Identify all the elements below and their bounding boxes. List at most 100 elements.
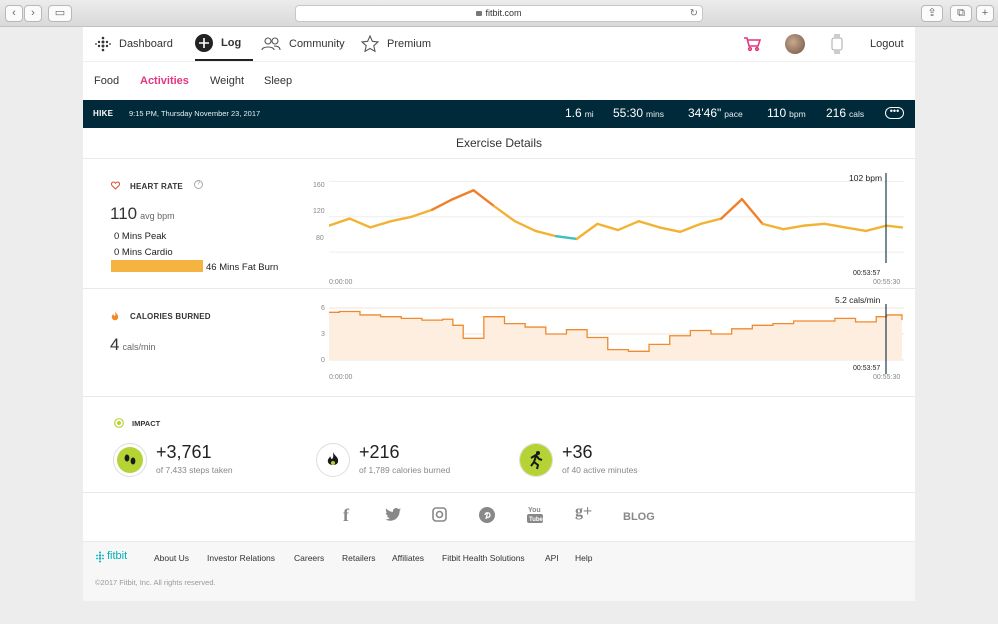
- footer-investor-relations[interactable]: Investor Relations: [207, 553, 276, 563]
- hr-line-segment: [329, 217, 351, 227]
- stat-pace: 34'46" pace: [688, 106, 743, 120]
- calories-label: CALORIES BURNED: [130, 312, 211, 321]
- nav-premium-label: Premium: [387, 38, 432, 50]
- exercise-date: 9:15 PM, Thursday November 23, 2017: [129, 109, 261, 118]
- hr-line-segment: [740, 197, 764, 226]
- fitbit-logo-text[interactable]: fitbit: [107, 550, 128, 562]
- active-minutes-value: +36: [562, 442, 593, 462]
- tab-food[interactable]: Food: [94, 75, 120, 87]
- hr-cursor-time: 00:53:57: [853, 270, 881, 277]
- nav-community[interactable]: Community: [261, 27, 345, 61]
- forward-button[interactable]: ›: [24, 5, 42, 22]
- back-button[interactable]: ‹: [5, 5, 23, 22]
- distance-value: 1.6: [565, 106, 582, 120]
- nav-premium[interactable]: Premium: [361, 27, 431, 61]
- avg-bpm-value: 110: [110, 204, 138, 223]
- calories-chart[interactable]: [329, 304, 904, 396]
- hr-value: 110: [767, 106, 787, 120]
- nav-community-label: Community: [289, 38, 345, 50]
- calories-value: +216: [359, 442, 400, 462]
- steps-icon: [113, 443, 147, 477]
- fat-burn-bar: [111, 260, 203, 272]
- reload-icon[interactable]: ↻: [689, 8, 698, 19]
- avatar[interactable]: [785, 27, 805, 61]
- heart-rate-label: HEART RATE: [130, 182, 183, 191]
- hr-line-segment: [348, 217, 372, 229]
- heart-rate-panel: HEART RATE ? 110 avg bpm 0 Mins Peak 0 Mi…: [83, 159, 915, 289]
- footer-affiliates[interactable]: Affiliates: [392, 553, 424, 563]
- social-links: f You Tube g+ BLOG: [83, 492, 915, 541]
- hr-line-segment: [596, 222, 620, 232]
- svg-text:You: You: [528, 507, 541, 514]
- footer: fitbit About Us Investor Relations Caree…: [83, 541, 915, 601]
- hr-line-segment: [369, 220, 393, 229]
- stat-distance: 1.6 mi: [565, 106, 594, 120]
- hr-line-segment: [720, 197, 744, 220]
- hr-line-segment: [782, 224, 806, 231]
- logout-link[interactable]: Logout: [870, 27, 904, 61]
- cals-unit: cals: [849, 109, 865, 119]
- section-title: Exercise Details: [83, 128, 915, 159]
- address-bar[interactable]: fitbit.com ↻: [295, 5, 703, 22]
- hr-cursor-label: 102 bpm: [849, 173, 883, 183]
- flame-icon: [111, 311, 119, 321]
- google-plus-icon[interactable]: g+: [575, 503, 593, 520]
- footer-careers[interactable]: Careers: [294, 553, 325, 563]
- cals-value: 4: [110, 335, 120, 354]
- steps-value: +3,761: [156, 442, 212, 462]
- new-tab-button[interactable]: +: [976, 5, 994, 22]
- cal-line: [329, 310, 903, 352]
- top-nav: Dashboard Log Community Premium Logout: [83, 27, 915, 61]
- sub-nav: Food Activities Weight Sleep: [83, 61, 915, 99]
- cal-end-time: 00:55:30: [873, 374, 901, 381]
- tabs-button[interactable]: ⧉: [950, 5, 972, 22]
- active-minutes-sub: of 40 active minutes: [562, 465, 638, 475]
- pace-unit: pace: [724, 109, 743, 119]
- cals-unit: cals/min: [122, 342, 156, 352]
- steps-sub: of 7,433 steps taken: [156, 465, 233, 475]
- footer-retailers[interactable]: Retailers: [342, 553, 376, 563]
- hr-tick-80: 80: [316, 235, 324, 242]
- stat-calories: 216 cals: [826, 106, 864, 120]
- pinterest-icon[interactable]: [479, 507, 495, 523]
- footer-api[interactable]: API: [545, 553, 559, 563]
- blog-link[interactable]: BLOG: [623, 511, 655, 523]
- pace-value: 34'46": [688, 106, 722, 120]
- share-button[interactable]: ⇪: [921, 5, 943, 22]
- sidebar-toggle-button[interactable]: ▭: [48, 5, 72, 22]
- cal-tick-3: 3: [321, 331, 325, 338]
- cart-button[interactable]: [743, 27, 761, 61]
- youtube-icon[interactable]: You Tube: [527, 504, 543, 524]
- hr-line-segment: [823, 222, 847, 229]
- cal-tick-0: 0: [321, 357, 325, 364]
- facebook-icon[interactable]: f: [343, 505, 349, 525]
- cal-cursor-time: 00:53:57: [853, 365, 881, 372]
- peak-zone: 0 Mins Peak: [114, 231, 167, 242]
- footer-fitbit-health-solutions[interactable]: Fitbit Health Solutions: [442, 553, 525, 563]
- footer-about-us[interactable]: About Us: [154, 553, 189, 563]
- cals-value: 216: [826, 106, 847, 120]
- star-icon: [361, 35, 379, 53]
- instagram-icon[interactable]: [432, 507, 447, 522]
- copyright: ©2017 Fitbit, Inc. All rights reserved.: [95, 578, 216, 587]
- hr-line-segment: [513, 220, 537, 233]
- twitter-icon[interactable]: [385, 508, 401, 521]
- tab-weight[interactable]: Weight: [210, 75, 245, 87]
- device-watch-icon[interactable]: [831, 27, 843, 61]
- logout-label: Logout: [870, 38, 904, 50]
- calories-burned-icon: [316, 443, 350, 477]
- tab-sleep[interactable]: Sleep: [264, 75, 293, 87]
- tab-activities[interactable]: Activities: [140, 75, 189, 87]
- cal-tick-6: 6: [321, 305, 325, 312]
- footer-help[interactable]: Help: [575, 553, 593, 563]
- cal-area: [329, 311, 902, 360]
- help-icon[interactable]: ?: [194, 180, 203, 189]
- stat-heart-rate: 110 bpm: [767, 106, 806, 120]
- hr-line-segment: [637, 220, 661, 229]
- hr-line-segment: [554, 235, 578, 241]
- nav-dashboard[interactable]: Dashboard: [95, 27, 173, 61]
- heart-rate-chart[interactable]: [329, 173, 904, 263]
- exercise-summary-bar: HIKE 9:15 PM, Thursday November 23, 2017…: [83, 100, 915, 128]
- nav-log[interactable]: Log: [195, 27, 254, 61]
- more-options-button[interactable]: •••: [885, 107, 904, 119]
